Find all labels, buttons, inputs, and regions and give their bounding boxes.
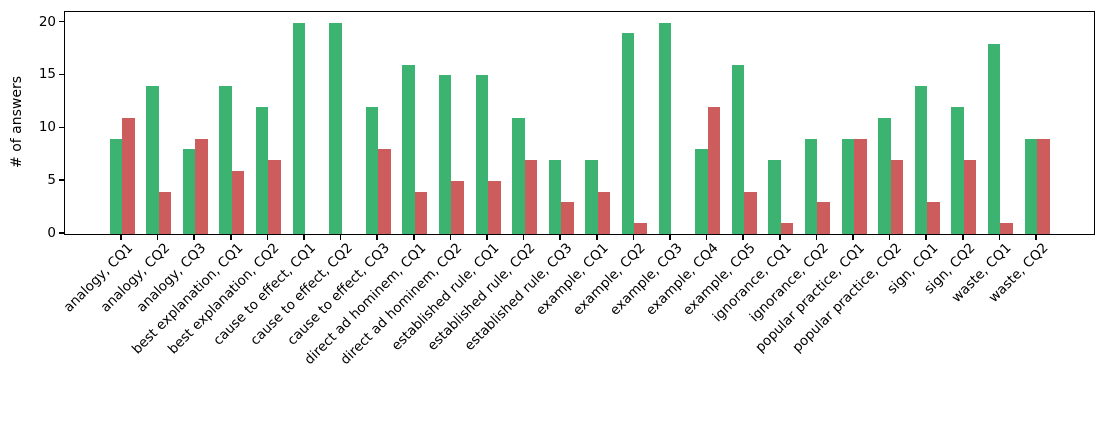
bar-green	[585, 160, 598, 234]
y-tick-label: 15	[38, 66, 56, 83]
bar-green	[987, 43, 1001, 234]
bar-red	[414, 191, 428, 234]
bar-red	[524, 160, 538, 234]
bar-green	[731, 64, 745, 234]
bar-red	[854, 138, 867, 234]
bar-green	[219, 86, 232, 234]
bar-red	[1000, 223, 1013, 234]
bar-red	[488, 181, 501, 234]
x-tick-mark	[303, 234, 305, 240]
bar-green	[146, 86, 159, 234]
bar-red	[634, 223, 647, 234]
bar-green	[109, 138, 122, 234]
y-tick-mark	[58, 126, 64, 129]
bar-green	[255, 107, 269, 234]
bar-green	[182, 149, 196, 234]
x-tick-mark	[925, 234, 927, 240]
y-tick-mark	[58, 179, 64, 181]
bar-green	[402, 64, 415, 234]
bar-green	[951, 107, 964, 234]
x-tick-mark	[742, 234, 744, 240]
bar-red	[927, 202, 940, 234]
bar-green	[621, 33, 635, 234]
x-tick-mark	[888, 234, 891, 240]
x-tick-mark	[998, 234, 1001, 240]
bar-green	[695, 149, 708, 234]
bar-red	[231, 170, 245, 234]
y-tick-label: 0	[47, 225, 56, 241]
x-tick-mark	[779, 234, 781, 240]
x-tick-mark	[193, 234, 195, 240]
y-tick-label: 5	[47, 172, 56, 189]
y-tick-label: 20	[38, 13, 56, 30]
x-tick-mark	[120, 234, 122, 240]
bar-red	[1037, 138, 1050, 234]
bar-red	[158, 191, 172, 234]
x-tick-mark	[266, 234, 269, 240]
x-tick-mark	[449, 234, 452, 240]
bar-red	[707, 107, 721, 234]
plot-area	[64, 11, 1095, 235]
bar-green	[438, 75, 452, 234]
bar-green	[292, 22, 305, 234]
x-tick-mark	[632, 234, 635, 240]
bar-green	[841, 138, 854, 234]
y-tick-label: 10	[38, 119, 56, 136]
bar-green	[475, 75, 488, 234]
y-tick-mark	[58, 232, 64, 234]
bar-green	[512, 117, 525, 234]
x-tick-mark	[815, 234, 818, 240]
bar-green	[658, 22, 671, 234]
bar-green	[365, 107, 379, 234]
x-tick-mark	[486, 234, 488, 240]
x-tick-mark	[1035, 234, 1037, 240]
bar-red	[195, 138, 208, 234]
bar-green	[548, 160, 562, 234]
x-tick-mark	[705, 234, 708, 240]
x-tick-mark	[559, 234, 561, 240]
bar-red	[561, 202, 574, 234]
bar-red	[817, 202, 830, 234]
x-tick-mark	[413, 234, 415, 240]
x-tick-mark	[962, 234, 964, 240]
bar-red	[744, 191, 757, 234]
x-tick-mark	[852, 234, 854, 240]
y-tick-mark	[58, 20, 64, 23]
bar-red	[597, 191, 611, 234]
bar-red	[890, 160, 904, 234]
bar-red	[780, 223, 794, 234]
x-tick-mark	[156, 234, 159, 240]
bar-green	[1024, 138, 1037, 234]
x-tick-mark	[596, 234, 598, 240]
bar-green	[804, 138, 818, 234]
bar-red	[268, 160, 281, 234]
bar-red	[963, 160, 977, 234]
x-tick-mark	[522, 234, 525, 240]
x-tick-mark	[376, 234, 378, 240]
bar-green	[329, 22, 342, 234]
bar-green	[914, 86, 928, 234]
bar-green	[878, 117, 891, 234]
x-tick-mark	[230, 234, 232, 240]
bar-red	[378, 149, 391, 234]
x-tick-mark	[339, 234, 342, 240]
bar-red	[122, 117, 135, 234]
x-tick-mark	[669, 234, 671, 240]
bar-red	[451, 181, 464, 234]
y-tick-mark	[58, 73, 64, 76]
bar-green	[768, 160, 781, 234]
